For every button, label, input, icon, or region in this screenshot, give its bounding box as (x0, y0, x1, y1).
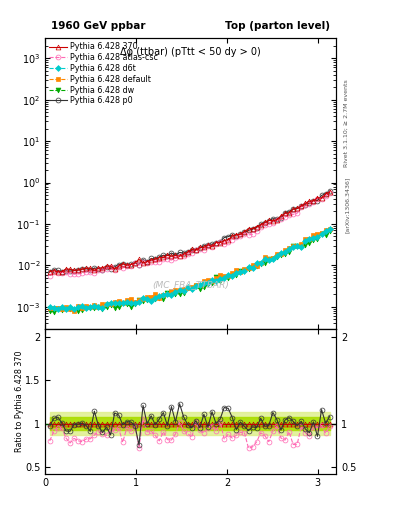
Pythia 6.428 p0 (120, 261, 125, 267)
Pythia 6.428 atlas-csc (112, 267, 117, 273)
Line: Pythia 6.428 default: Pythia 6.428 default (48, 227, 332, 313)
Pythia 6.428 dw (137, 297, 141, 303)
Pythia 6.428 dw (116, 304, 121, 310)
Pythia 6.428 d6t (88, 305, 93, 311)
Pythia 6.428 370 (291, 206, 296, 212)
Pythia 6.428 370 (206, 242, 210, 248)
Pythia 6.428 370 (88, 265, 93, 271)
Pythia 6.428 atlas-csc (48, 272, 52, 279)
Text: Rivet 3.1.10; ≥ 2.7M events: Rivet 3.1.10; ≥ 2.7M events (344, 79, 349, 167)
Pythia 6.428 default (287, 245, 292, 251)
Line: Pythia 6.428 dw: Pythia 6.428 dw (47, 229, 332, 314)
Pythia 6.428 d6t (55, 306, 60, 312)
Pythia 6.428 default (137, 297, 141, 303)
Pythia 6.428 atlas-csc (202, 246, 206, 252)
Pythia 6.428 370 (287, 210, 292, 216)
Pythia 6.428 dw (88, 305, 93, 311)
Pythia 6.428 d6t (206, 280, 210, 286)
Pythia 6.428 default (206, 277, 210, 283)
Text: Top (parton level): Top (parton level) (225, 21, 330, 31)
Pythia 6.428 atlas-csc (283, 214, 287, 220)
Pythia 6.428 p0 (287, 209, 292, 215)
Pythia 6.428 370 (48, 268, 52, 274)
Pythia 6.428 p0 (48, 269, 52, 275)
Pythia 6.428 atlas-csc (327, 190, 332, 196)
Line: Pythia 6.428 atlas-csc: Pythia 6.428 atlas-csc (47, 190, 332, 278)
Line: Pythia 6.428 d6t: Pythia 6.428 d6t (48, 227, 332, 311)
Pythia 6.428 dw (48, 308, 52, 314)
Text: 1960 GeV ppbar: 1960 GeV ppbar (51, 21, 145, 31)
Pythia 6.428 atlas-csc (132, 260, 137, 266)
Pythia 6.428 d6t (137, 298, 141, 305)
Legend: Pythia 6.428 370, Pythia 6.428 atlas-csc, Pythia 6.428 d6t, Pythia 6.428 default: Pythia 6.428 370, Pythia 6.428 atlas-csc… (48, 41, 160, 107)
Pythia 6.428 dw (287, 249, 292, 255)
Text: (MC_FBA_TTBAR): (MC_FBA_TTBAR) (152, 281, 229, 289)
Pythia 6.428 atlas-csc (287, 211, 292, 218)
Text: Δφ (ttbar) (pTtt < 50 dy > 0): Δφ (ttbar) (pTtt < 50 dy > 0) (120, 47, 261, 57)
Pythia 6.428 370 (55, 269, 60, 275)
Y-axis label: Ratio to Pythia 6.428 370: Ratio to Pythia 6.428 370 (15, 350, 24, 452)
Pythia 6.428 default (88, 304, 93, 310)
Pythia 6.428 default (291, 243, 296, 249)
Pythia 6.428 p0 (283, 209, 287, 216)
Pythia 6.428 p0 (112, 264, 117, 270)
Pythia 6.428 370 (327, 189, 332, 196)
Pythia 6.428 default (48, 305, 52, 311)
Pythia 6.428 d6t (287, 246, 292, 252)
Line: Pythia 6.428 p0: Pythia 6.428 p0 (47, 188, 332, 274)
Pythia 6.428 dw (51, 309, 56, 315)
Pythia 6.428 d6t (116, 301, 121, 307)
Pythia 6.428 dw (327, 228, 332, 234)
Pythia 6.428 default (72, 308, 76, 314)
Pythia 6.428 default (327, 226, 332, 232)
Pythia 6.428 p0 (202, 243, 206, 249)
Pythia 6.428 d6t (291, 244, 296, 250)
Pythia 6.428 370 (137, 257, 141, 263)
Pythia 6.428 atlas-csc (120, 265, 125, 271)
Pythia 6.428 370 (116, 263, 121, 269)
Pythia 6.428 dw (206, 281, 210, 287)
Pythia 6.428 p0 (132, 260, 137, 266)
Pythia 6.428 d6t (48, 304, 52, 310)
Pythia 6.428 d6t (327, 226, 332, 232)
Pythia 6.428 p0 (327, 188, 332, 194)
Line: Pythia 6.428 370: Pythia 6.428 370 (47, 190, 332, 274)
Text: [arXiv:1306.3436]: [arXiv:1306.3436] (345, 177, 350, 233)
Pythia 6.428 dw (291, 243, 296, 249)
Pythia 6.428 default (116, 298, 121, 304)
